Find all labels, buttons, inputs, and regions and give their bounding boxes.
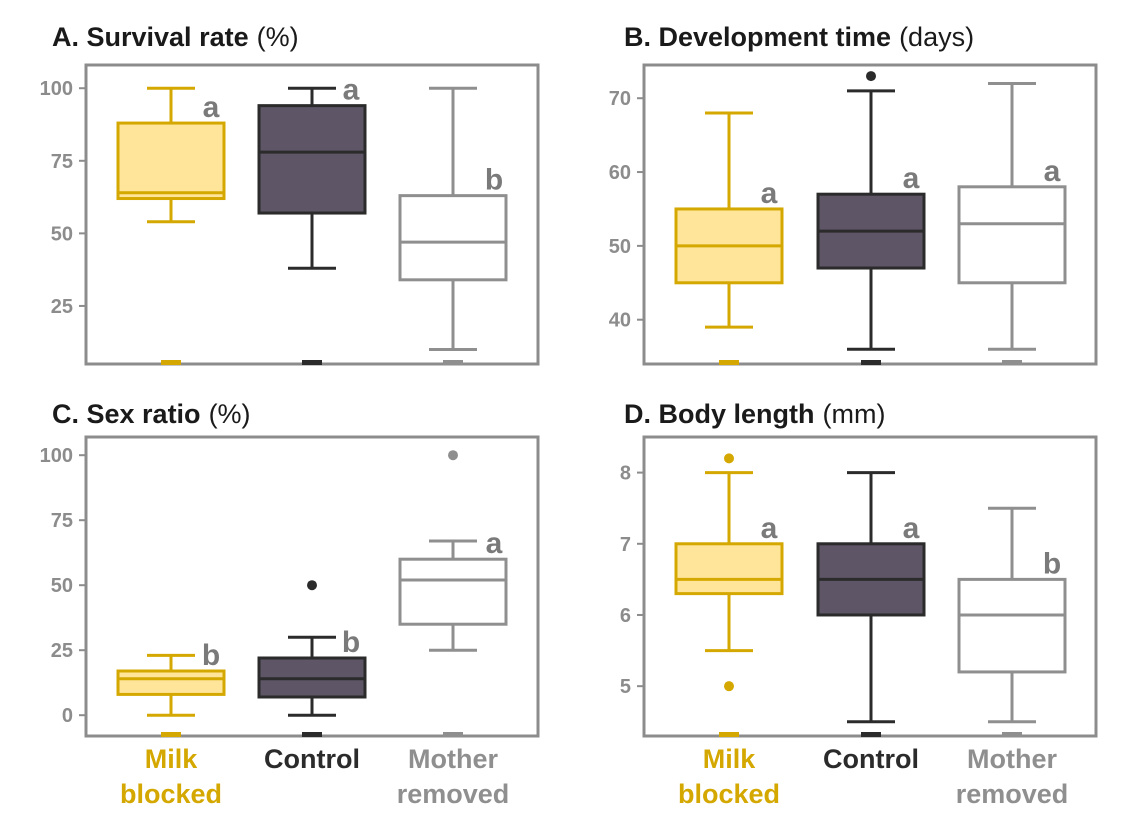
panel-C: C. Sex ratio (%) 0 25 50 75 100 b b a — [40, 399, 540, 738]
significance-letter: a — [761, 177, 778, 210]
box-iqr — [257, 104, 367, 215]
box-1: b — [257, 580, 367, 737]
significance-letter: a — [903, 512, 920, 545]
box-0: b — [116, 639, 226, 737]
x-tick — [861, 360, 881, 365]
x-tick — [861, 732, 881, 737]
y-tick-label: 25 — [51, 640, 73, 662]
x-tick — [1002, 732, 1022, 737]
x-tick — [161, 732, 181, 737]
x-tick — [719, 360, 739, 365]
panel-B: B. Development time (days) 40 50 60 70 a a a — [609, 22, 1098, 366]
box-iqr — [957, 577, 1067, 674]
panel-title: A. Survival rate (%) — [52, 22, 299, 52]
panel-title-unit: (days) — [899, 22, 974, 52]
y-tick-label: 6 — [620, 605, 631, 627]
y-tick-label: 75 — [51, 151, 73, 173]
significance-letter: a — [1044, 155, 1061, 188]
y-tick-label: 70 — [609, 88, 631, 110]
panel-title: D. Body length (mm) — [624, 399, 885, 429]
box-iqr — [398, 557, 508, 626]
y-tick-label: 50 — [51, 575, 73, 597]
y-tick-label: 100 — [40, 78, 73, 100]
y-tick-label: 75 — [51, 510, 73, 532]
panel-title-unit: (%) — [209, 399, 251, 429]
x-category-label: Milk — [145, 744, 198, 774]
significance-letter: a — [203, 91, 220, 124]
x-category-label: Control — [823, 744, 919, 774]
panel-title-main: B. Development time — [624, 22, 891, 52]
significance-letter: b — [202, 639, 220, 672]
x-category-label: removed — [956, 779, 1069, 809]
y-tick-label: 100 — [40, 445, 73, 467]
x-category-label: Control — [264, 744, 360, 774]
box-1: a — [816, 71, 926, 365]
y-tick-label: 60 — [609, 162, 631, 184]
panel-title: C. Sex ratio (%) — [52, 399, 251, 429]
y-tick-label: 5 — [620, 676, 631, 698]
significance-letter: a — [486, 527, 503, 560]
significance-letter: b — [342, 626, 360, 659]
x-category-label: Milk — [703, 744, 756, 774]
box-1: a — [257, 74, 367, 365]
box-0: a — [674, 111, 784, 365]
significance-letter: a — [903, 162, 920, 195]
x-category-label: removed — [397, 779, 510, 809]
y-tick-label: 25 — [51, 296, 73, 318]
outlier-point — [724, 681, 734, 692]
x-tick — [1002, 360, 1022, 365]
y-tick-label: 50 — [609, 236, 631, 258]
box-2: b — [398, 86, 508, 365]
box-iqr — [116, 121, 226, 201]
y-tick-label: 50 — [51, 223, 73, 245]
x-category-label: Mother — [967, 744, 1057, 774]
outlier-point — [866, 71, 876, 82]
y-tick-label: 40 — [609, 310, 631, 332]
outlier-point — [724, 453, 734, 464]
x-tick — [302, 360, 322, 365]
y-tick-label: 7 — [620, 534, 631, 556]
significance-letter: a — [343, 74, 360, 107]
x-tick — [443, 732, 463, 737]
x-tick — [443, 360, 463, 365]
panel-title-main: A. Survival rate — [52, 22, 249, 52]
y-tick-label: 0 — [62, 705, 73, 727]
panel-title-main: C. Sex ratio — [52, 399, 201, 429]
panel-title-unit: (mm) — [823, 399, 886, 429]
x-tick — [161, 360, 181, 365]
box-iqr — [398, 194, 508, 282]
box-2: a — [398, 450, 508, 737]
x-tick — [302, 732, 322, 737]
box-0: a — [116, 86, 226, 365]
x-category-label: blocked — [678, 779, 780, 809]
x-category-label: blocked — [120, 779, 222, 809]
box-1: a — [816, 471, 926, 737]
outlier-point — [448, 450, 458, 461]
x-category-label: Mother — [408, 744, 498, 774]
panel-title-unit: (%) — [257, 22, 299, 52]
y-tick-label: 8 — [620, 463, 631, 485]
panel-D: D. Body length (mm) 5 6 7 8 a a b — [620, 399, 1098, 738]
significance-letter: b — [1043, 547, 1061, 580]
box-iqr — [957, 185, 1067, 285]
box-iqr — [116, 669, 226, 696]
box-0: a — [674, 453, 784, 737]
panel-title-main: D. Body length — [624, 399, 815, 429]
significance-letter: a — [761, 512, 778, 545]
box-2: b — [957, 506, 1067, 737]
significance-letter: b — [485, 164, 503, 197]
outlier-point — [307, 580, 317, 591]
box-iqr — [674, 542, 784, 596]
panel-A: A. Survival rate (%) 25 50 75 100 a a b — [40, 22, 540, 366]
panel-title: B. Development time (days) — [624, 22, 974, 52]
x-tick — [719, 732, 739, 737]
box-2: a — [957, 81, 1067, 365]
